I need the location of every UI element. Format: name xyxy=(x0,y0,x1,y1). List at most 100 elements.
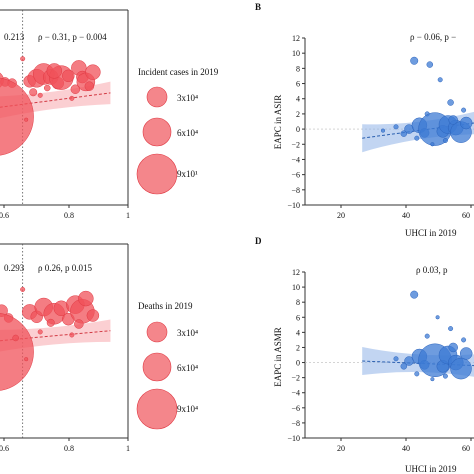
data-point xyxy=(46,63,63,79)
panel-a-legend-item-1: 3x10⁴ xyxy=(177,93,198,103)
x-tick-label: 20 xyxy=(337,211,345,220)
legend-bubble xyxy=(136,153,178,195)
y-tick-label: 12 xyxy=(292,268,300,277)
data-point xyxy=(414,135,420,141)
data-point xyxy=(414,371,420,377)
data-point xyxy=(410,56,419,65)
data-point xyxy=(29,88,38,97)
data-point xyxy=(400,363,408,370)
y-tick-label: −10 xyxy=(287,434,300,443)
x-tick-label: 1 xyxy=(126,211,130,220)
y-tick-label: 10 xyxy=(292,283,300,292)
panel-a-legend-title: Incident cases in 2019 xyxy=(138,67,219,77)
y-tick-label: −10 xyxy=(287,201,300,210)
y-tick-label: 6 xyxy=(296,80,300,89)
y-tick-label: 8 xyxy=(296,298,300,307)
data-point xyxy=(442,137,448,143)
data-point xyxy=(393,356,399,362)
data-point xyxy=(426,61,434,68)
data-point xyxy=(62,69,75,83)
data-point xyxy=(430,377,435,382)
panel-c-annotation-right: ρ 0.26, p 0.015 xyxy=(38,263,92,273)
data-point xyxy=(70,84,81,94)
y-tick-label: 2 xyxy=(296,343,300,352)
panel-a-legend-item-3: 9x10¹ xyxy=(177,169,198,179)
x-tick-label: 20 xyxy=(337,444,345,453)
x-tick-label: 40 xyxy=(402,444,410,453)
y-tick-label: 0 xyxy=(296,125,300,134)
data-point xyxy=(37,92,43,98)
panel-b-xlabel: UHCI in 2019 xyxy=(405,228,457,238)
data-point xyxy=(447,99,454,106)
panel-c-annotation-left: 0.293 xyxy=(4,263,25,273)
panel-b xyxy=(302,37,474,208)
data-point xyxy=(43,84,51,92)
data-point xyxy=(459,347,473,360)
legend-bubble xyxy=(146,86,168,108)
y-tick-label: −6 xyxy=(291,171,300,180)
data-point xyxy=(0,77,34,156)
data-point xyxy=(46,318,55,327)
data-point xyxy=(12,334,19,342)
y-tick-label: −4 xyxy=(291,155,300,164)
panel-d-annotation: ρ 0.03, p xyxy=(416,265,448,275)
panel-c xyxy=(0,243,178,441)
panel-d xyxy=(302,271,474,441)
data-point xyxy=(461,337,467,343)
data-point xyxy=(78,290,94,307)
data-point xyxy=(461,107,467,113)
y-tick-label: 6 xyxy=(296,313,300,322)
data-point xyxy=(459,116,473,130)
y-tick-label: 12 xyxy=(292,34,300,43)
y-tick-label: 0 xyxy=(296,359,300,368)
data-point xyxy=(380,128,386,133)
panel-a xyxy=(0,9,178,208)
data-point xyxy=(86,309,100,322)
x-tick-label: 0.8 xyxy=(64,444,74,453)
x-tick-label: 0.6 xyxy=(0,444,9,453)
data-point xyxy=(435,315,440,320)
panel-a-annotation-left: 0.213 xyxy=(4,32,25,42)
y-tick-label: −8 xyxy=(291,186,300,195)
x-tick-label: 1 xyxy=(126,444,130,453)
data-point xyxy=(448,115,458,125)
x-tick-label: 60 xyxy=(462,444,470,453)
y-tick-label: −4 xyxy=(291,389,300,398)
data-point xyxy=(20,56,26,62)
y-tick-label: 10 xyxy=(292,49,300,58)
data-point xyxy=(437,77,443,83)
legend-bubble xyxy=(136,388,178,430)
data-point xyxy=(0,313,34,391)
legend-bubble xyxy=(146,321,168,343)
data-point xyxy=(410,290,419,299)
data-point xyxy=(69,332,75,338)
trend-line xyxy=(0,92,111,108)
data-point xyxy=(424,333,430,339)
data-point xyxy=(37,329,43,335)
data-point xyxy=(430,142,435,147)
data-point xyxy=(393,124,399,130)
data-point xyxy=(24,357,29,362)
data-point xyxy=(74,319,84,329)
data-point xyxy=(450,357,472,380)
legend-bubble xyxy=(142,352,172,382)
y-tick-label: 8 xyxy=(296,64,300,73)
data-point xyxy=(69,95,75,101)
data-point xyxy=(442,373,448,379)
data-point xyxy=(20,286,26,292)
panel-a-legend-item-2: 6x10⁴ xyxy=(177,128,198,138)
panel-c-legend-item-2: 6x10⁴ xyxy=(177,363,198,373)
trend-line xyxy=(0,330,111,342)
x-tick-label: 60 xyxy=(462,211,470,220)
y-tick-label: −8 xyxy=(291,419,300,428)
data-point xyxy=(84,81,95,91)
data-point xyxy=(448,342,458,353)
y-tick-label: 4 xyxy=(296,328,300,337)
x-tick-label: 0.8 xyxy=(64,211,74,220)
y-tick-label: −2 xyxy=(291,140,300,149)
x-tick-label: 40 xyxy=(402,211,410,220)
panel-a-annotation-right: ρ − 0.31, p − 0.004 xyxy=(38,32,107,42)
panel-b-annotation: ρ − 0.06, p − xyxy=(410,32,456,42)
x-tick-label: 0.6 xyxy=(0,211,9,220)
